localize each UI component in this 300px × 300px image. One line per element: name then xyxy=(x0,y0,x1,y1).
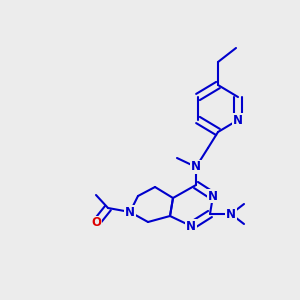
Text: N: N xyxy=(191,160,201,173)
Text: O: O xyxy=(91,217,101,230)
Text: N: N xyxy=(186,220,196,232)
Text: N: N xyxy=(233,113,243,127)
Text: N: N xyxy=(125,206,135,218)
Text: N: N xyxy=(208,190,218,202)
Text: N: N xyxy=(226,208,236,220)
